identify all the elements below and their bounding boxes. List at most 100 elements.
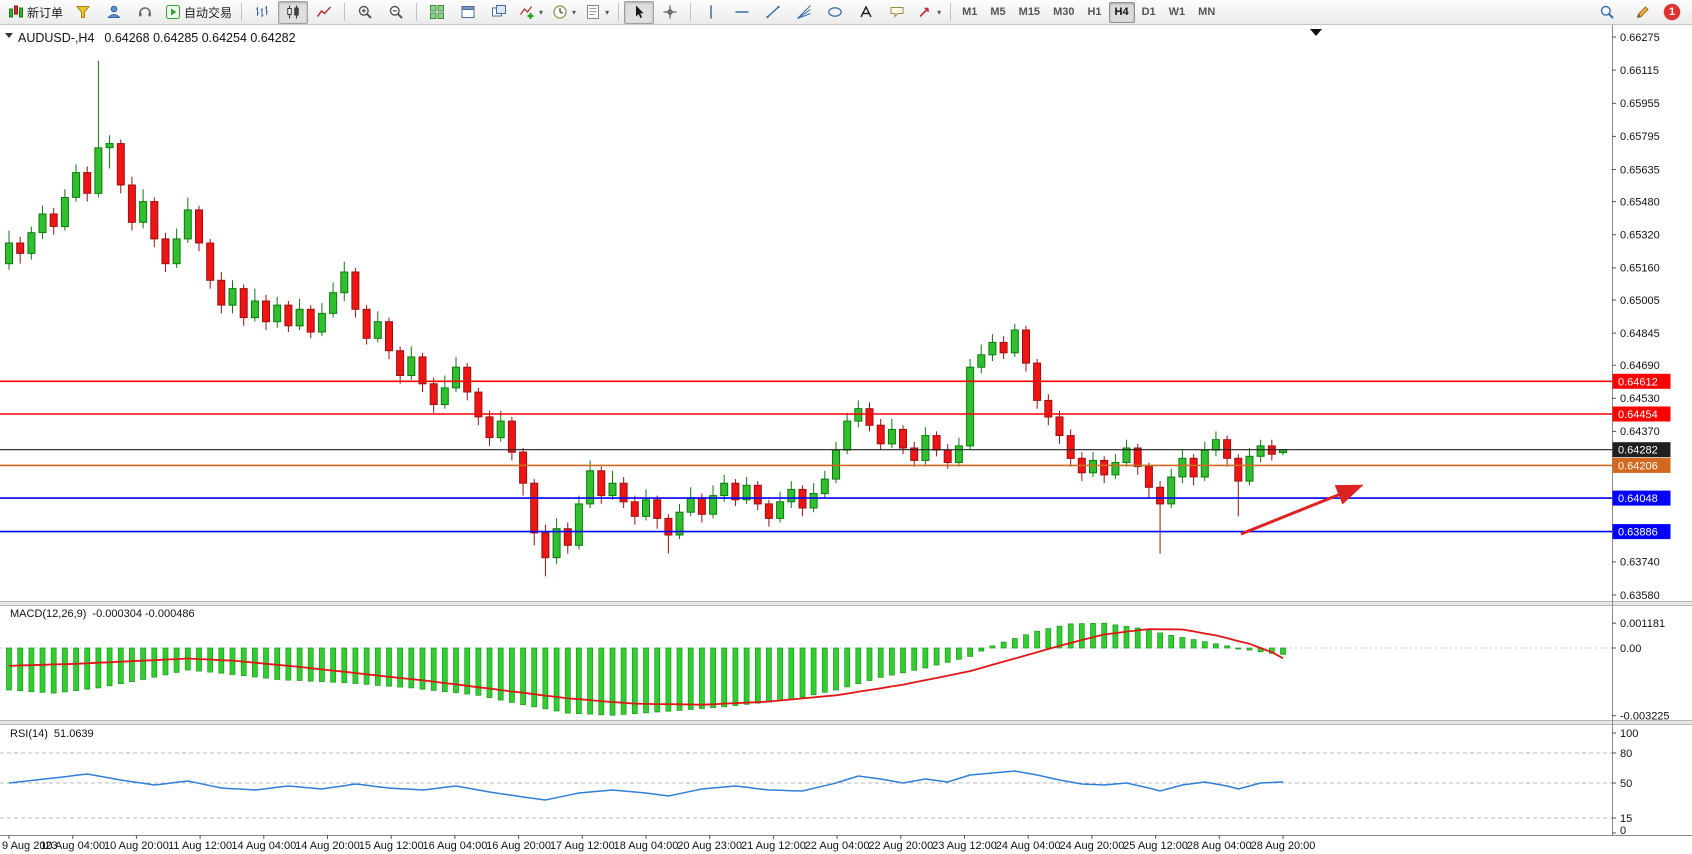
autotrading-button[interactable]: 自动交易 bbox=[161, 1, 236, 24]
candle bbox=[921, 435, 930, 461]
macd-bar bbox=[386, 647, 392, 687]
crosshair-button[interactable] bbox=[655, 1, 685, 24]
candle bbox=[116, 143, 125, 186]
price-tick-label: 0.64690 bbox=[1620, 360, 1660, 372]
time-label: 24 Aug 20:00 bbox=[1059, 840, 1124, 852]
time-label: 16 Aug 20:00 bbox=[486, 840, 551, 852]
macd-bar bbox=[1000, 641, 1007, 649]
profile-button[interactable] bbox=[99, 1, 129, 24]
candle bbox=[664, 517, 673, 536]
macd-bar bbox=[1235, 647, 1242, 650]
arrows-button[interactable]: ▾ bbox=[913, 1, 945, 24]
time-label: 10 Aug 04:00 bbox=[40, 840, 105, 852]
shapes-button[interactable] bbox=[820, 1, 850, 24]
trend-arrow-annotation[interactable] bbox=[1240, 484, 1364, 536]
price-tick-label: 0.63580 bbox=[1620, 590, 1660, 602]
line-chart-icon bbox=[316, 4, 332, 20]
zoom-in-button[interactable] bbox=[350, 1, 380, 24]
horizontal-line-button[interactable] bbox=[727, 1, 757, 24]
macd-histogram bbox=[6, 622, 1286, 716]
shapes-icon bbox=[827, 4, 843, 20]
macd-bar bbox=[39, 647, 46, 693]
ohlc-collapse-icon[interactable] bbox=[5, 33, 13, 38]
macd-bar bbox=[408, 647, 415, 689]
price-box-label: 0.64282 bbox=[1618, 445, 1658, 457]
arrow-icon bbox=[917, 4, 933, 20]
notification-badge[interactable]: 1 bbox=[1664, 4, 1680, 20]
fibonacci-button[interactable] bbox=[789, 1, 819, 24]
autotrading-button-label: 自动交易 bbox=[184, 5, 233, 20]
tile-icon bbox=[429, 4, 445, 20]
price-axis[interactable]: 0.66275 0.66115 0.65955 0.65795 0.65635 0.654… bbox=[1612, 25, 1671, 837]
arrange-windows-button[interactable] bbox=[484, 1, 514, 24]
timeframe-m30[interactable]: M30 bbox=[1053, 6, 1075, 18]
timeframe-d1[interactable]: D1 bbox=[1141, 6, 1156, 18]
macd-bar bbox=[95, 647, 102, 689]
new-order-icon bbox=[8, 4, 24, 20]
toolbar: 新订单 自动交易 ▾ ▾ ▾ ▾ M1 M5 M15 M30 H1 H4 D1 W1 MN 1 bbox=[0, 0, 1692, 25]
new-chart-button[interactable] bbox=[453, 1, 483, 24]
macd-bar bbox=[475, 647, 482, 696]
timeframe-w1[interactable]: W1 bbox=[1168, 6, 1186, 18]
macd-bar bbox=[654, 647, 661, 713]
candle bbox=[83, 172, 92, 194]
zoom-out-button[interactable] bbox=[381, 1, 411, 24]
timeframe-m15[interactable]: M15 bbox=[1018, 6, 1041, 18]
panel-separator[interactable] bbox=[0, 720, 1692, 725]
candle bbox=[60, 197, 69, 227]
mql5-button[interactable] bbox=[68, 1, 98, 24]
text-label-button[interactable] bbox=[882, 1, 912, 24]
headset-icon bbox=[137, 4, 153, 20]
candlestick-chart-button[interactable] bbox=[278, 0, 309, 24]
rsi-tick-label: 15 bbox=[1620, 813, 1632, 825]
macd-bar bbox=[754, 647, 761, 704]
panel-separator[interactable] bbox=[0, 601, 1692, 606]
macd-bar bbox=[933, 647, 940, 666]
timeframe-m1[interactable]: M1 bbox=[962, 6, 978, 18]
macd-bar bbox=[50, 647, 57, 694]
timeframe-mn[interactable]: MN bbox=[1198, 6, 1216, 18]
timeframe-h4[interactable]: H4 bbox=[1108, 1, 1135, 23]
candle bbox=[1223, 439, 1232, 459]
candle bbox=[876, 424, 885, 445]
candle bbox=[396, 350, 405, 377]
time-label: 24 Aug 04:00 bbox=[996, 840, 1061, 852]
indicators-button[interactable]: ▾ bbox=[515, 1, 547, 24]
time-label: 17 Aug 12:00 bbox=[550, 840, 615, 852]
candle bbox=[284, 304, 293, 327]
hline-icon bbox=[734, 4, 750, 20]
toolbar-separator bbox=[690, 3, 692, 21]
vline-icon bbox=[703, 4, 719, 20]
new-order-button[interactable]: 新订单 bbox=[4, 1, 67, 24]
chart-shift-marker-icon[interactable] bbox=[1310, 29, 1322, 36]
candle bbox=[1256, 445, 1265, 457]
search-button[interactable] bbox=[1592, 1, 1622, 24]
macd-bar bbox=[889, 647, 895, 676]
macd-bar bbox=[520, 647, 526, 706]
timeframe-h1[interactable]: H1 bbox=[1087, 6, 1102, 18]
tile-windows-button[interactable] bbox=[422, 1, 452, 24]
cursor-button[interactable] bbox=[624, 0, 655, 24]
price-box bbox=[1612, 457, 1671, 473]
price-tick-label: 0.64370 bbox=[1620, 426, 1660, 438]
chart-area[interactable]: MACD(12,26,9) -0.000304 -0.000486 RSI(14) 5… bbox=[0, 25, 1692, 854]
bar-chart-button[interactable] bbox=[247, 1, 277, 24]
price-box bbox=[1612, 406, 1671, 422]
support-button[interactable] bbox=[130, 1, 160, 24]
vertical-line-button[interactable] bbox=[696, 1, 726, 24]
text-button[interactable] bbox=[851, 1, 881, 24]
price-box-label: 0.64206 bbox=[1618, 460, 1658, 472]
timeframe-m5[interactable]: M5 bbox=[990, 6, 1006, 18]
line-chart-button[interactable] bbox=[309, 1, 339, 24]
periods-button[interactable]: ▾ bbox=[548, 1, 580, 24]
trendline-button[interactable] bbox=[758, 1, 788, 24]
candle bbox=[642, 499, 650, 517]
edit-button[interactable] bbox=[1628, 1, 1658, 24]
chevron-down-icon: ▾ bbox=[572, 7, 577, 17]
candle bbox=[496, 420, 505, 439]
macd-bar bbox=[1168, 635, 1175, 649]
chart-canvas[interactable]: MACD(12,26,9) -0.000304 -0.000486 RSI(14) 5… bbox=[0, 25, 1692, 854]
macd-bar bbox=[151, 647, 158, 678]
templates-button[interactable]: ▾ bbox=[581, 1, 613, 24]
